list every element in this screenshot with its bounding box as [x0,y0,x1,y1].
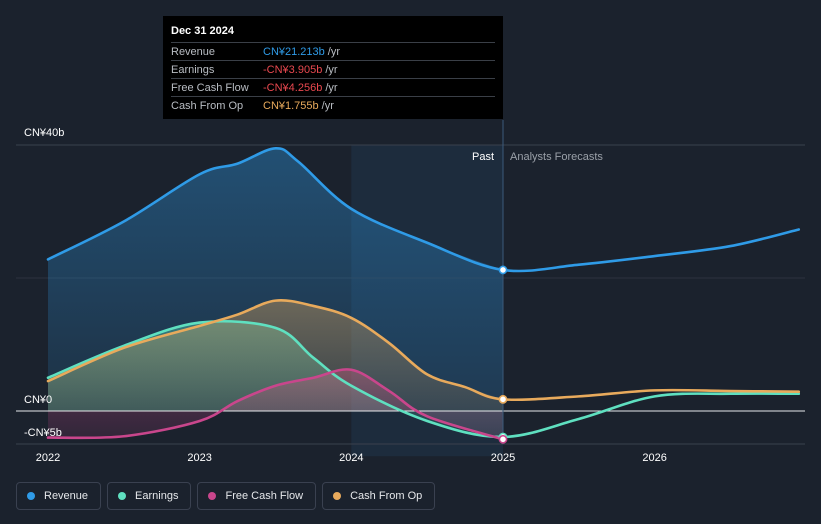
tooltip-unit: /yr [327,45,341,58]
legend-label: Earnings [135,490,179,502]
tooltip-label: Revenue [171,45,216,58]
marker-revenue [498,265,508,275]
legend-item-cash-from-op[interactable]: Cash From Op [322,482,436,510]
legend-label: Revenue [44,490,89,502]
y-tick-label: -CN¥5b [24,427,62,439]
legend-dot-icon [208,492,217,500]
past-label: Past [472,151,494,163]
legend-dot-icon [27,492,35,500]
legend-dot-icon [118,492,127,500]
tooltip-unit: /yr [321,99,334,112]
y-tick-label: CN¥0 [24,394,52,406]
tooltip-label: Cash From Op [171,99,244,112]
forecast-label: Analysts Forecasts [510,151,603,163]
y-tick-label: CN¥40b [24,127,64,139]
tooltip-value: -CN¥4.256b [263,81,323,94]
tooltip-value: CN¥21.213b [263,45,325,58]
series-line-free-cash-flow [46,368,505,441]
tooltip-label: Earnings [171,63,215,76]
x-tick-label: 2022 [36,452,60,464]
marker-free-cash-flow [498,434,508,444]
x-tick-label: 2026 [642,452,666,464]
chart-legend: Revenue Earnings Free Cash Flow Cash Fro… [16,482,436,510]
tooltip-row-free-cash-flow: Free Cash Flow -CN¥4.256b /yr [171,78,495,96]
tooltip-unit: /yr [325,63,338,76]
legend-label: Cash From Op [350,490,423,502]
tooltip-date: Dec 31 2024 [171,25,234,37]
legend-dot-icon [333,492,342,500]
tooltip-unit: /yr [325,81,338,94]
tooltip-row-revenue: Revenue CN¥21.213b /yr [171,42,495,60]
tooltip-row-cash-from-op: Cash From Op CN¥1.755b /yr [171,96,495,114]
area-cash-from-op [48,300,503,411]
legend-item-revenue[interactable]: Revenue [16,482,102,510]
tooltip-value: CN¥1.755b [263,99,319,112]
series-line-revenue [46,147,801,273]
tooltip-row-earnings: Earnings -CN¥3.905b /yr [171,60,495,78]
legend-item-earnings[interactable]: Earnings [107,482,192,510]
x-tick-label: 2023 [187,452,211,464]
series-line-earnings [46,319,801,439]
legend-item-free-cash-flow[interactable]: Free Cash Flow [197,482,317,510]
marker-cash-from-op [498,394,508,404]
tooltip-value: -CN¥3.905b [263,63,323,76]
x-tick-label: 2025 [491,452,515,464]
legend-label: Free Cash Flow [225,490,304,502]
series-line-cash-from-op [46,299,801,402]
x-tick-label: 2024 [339,452,363,464]
tooltip-label: Free Cash Flow [171,81,249,94]
data-tooltip: Dec 31 2024 Revenue CN¥21.213b /yr Earni… [163,16,503,119]
